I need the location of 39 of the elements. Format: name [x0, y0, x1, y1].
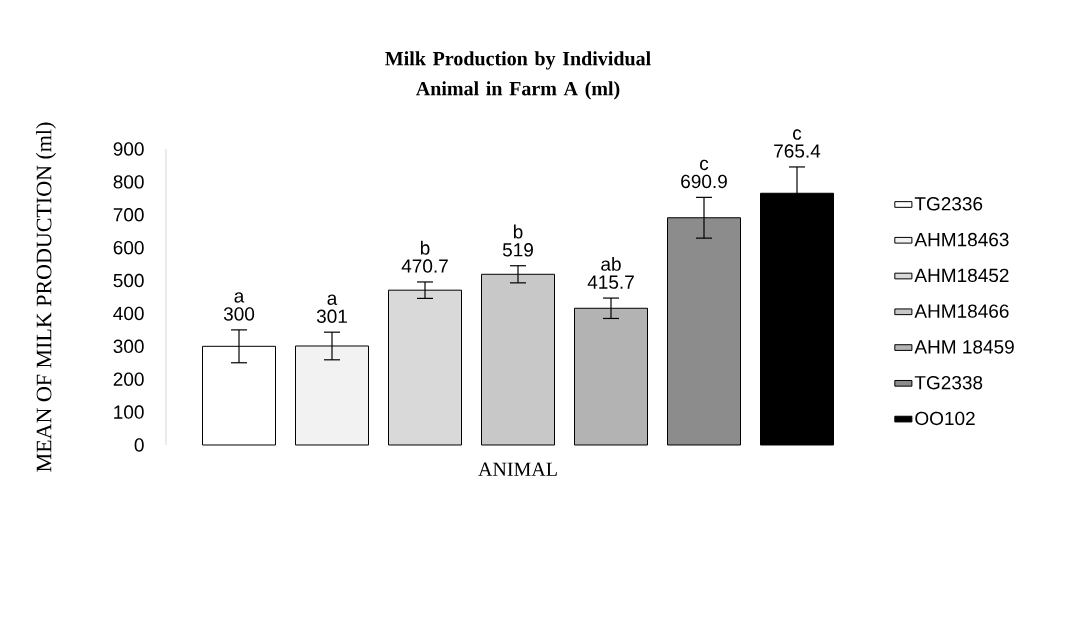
annotation: b — [513, 224, 523, 239]
y-tick-label: 700 — [113, 208, 144, 222]
data-label: 765.4 — [774, 144, 821, 158]
annotation: ab — [601, 256, 621, 271]
y-tick-label: 300 — [113, 339, 144, 354]
legend-label: AHM 18459 — [914, 340, 1014, 354]
y-tick-label: 0 — [134, 438, 144, 452]
bar — [574, 307, 648, 446]
legend-label: AHM18452 — [914, 268, 1009, 283]
legend-label: AHM18466 — [914, 304, 1009, 318]
y-tick-label: 800 — [113, 175, 144, 189]
data-label: 519 — [502, 243, 533, 257]
annotation: c — [793, 129, 802, 140]
legend-label: TG2336 — [914, 197, 983, 211]
legend-label: OO102 — [915, 411, 975, 426]
y-tick-label: 500 — [113, 273, 144, 288]
bar — [760, 192, 834, 446]
bar — [202, 345, 277, 446]
y-tick-label: 600 — [113, 240, 144, 255]
y-tick-label: 900 — [113, 142, 144, 156]
annotation: a — [327, 294, 338, 305]
data-label: 301 — [316, 309, 347, 323]
data-label: 300 — [223, 307, 255, 321]
legend-label: AHM18463 — [914, 232, 1009, 247]
chart-title: Milk Production by Individual Animal in Farm A (ml) — [385, 51, 651, 100]
bar — [481, 273, 556, 446]
data-label: 470.7 — [401, 259, 448, 273]
y-tick-label: 400 — [113, 306, 144, 321]
bar — [388, 289, 462, 446]
annotation: b — [420, 240, 430, 255]
x-axis-title: ANIMAL — [478, 462, 557, 476]
annotation: a — [234, 292, 245, 303]
annotation: c — [700, 159, 709, 171]
y-axis-title: MEAN OF MILK PRODUCTION (ml) — [35, 122, 56, 472]
legend-label: TG2338 — [914, 375, 983, 390]
data-label: 690.9 — [681, 174, 727, 189]
y-tick-label: 200 — [113, 372, 144, 386]
y-tick-label: 100 — [114, 405, 144, 419]
data-label: 415.7 — [587, 275, 634, 289]
